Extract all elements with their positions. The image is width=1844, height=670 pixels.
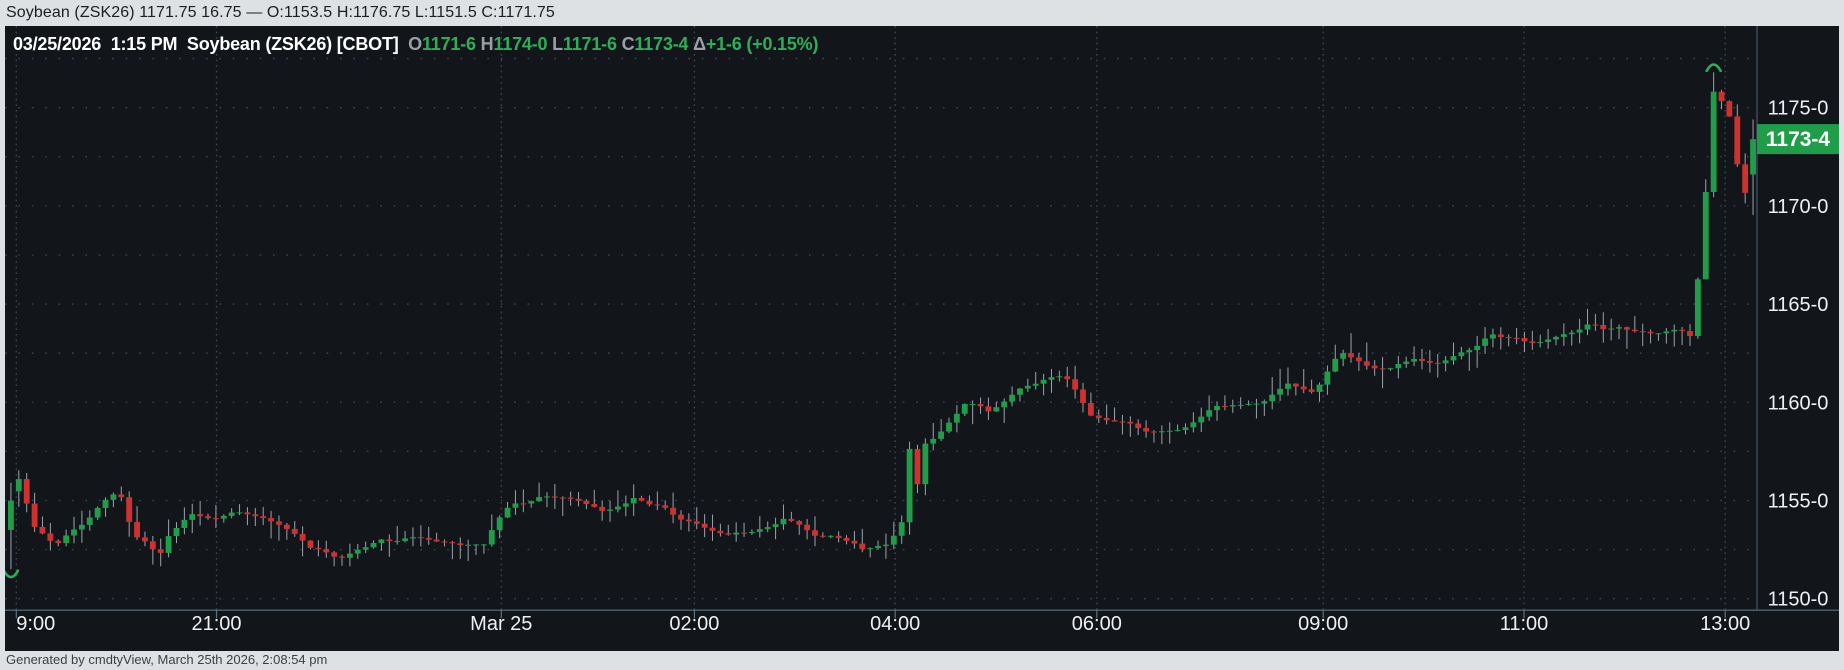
svg-text:1170-0: 1170-0 [1768, 196, 1829, 218]
svg-text:1165-0: 1165-0 [1768, 294, 1829, 316]
svg-text:1160-0: 1160-0 [1768, 392, 1829, 414]
svg-text:1150-0: 1150-0 [1768, 589, 1829, 611]
svg-text:21:00: 21:00 [191, 613, 241, 635]
svg-text:1155-0: 1155-0 [1768, 490, 1829, 512]
svg-text:13:00: 13:00 [1700, 613, 1750, 635]
svg-text:9:00: 9:00 [16, 613, 55, 635]
svg-text:1175-0: 1175-0 [1768, 98, 1829, 120]
svg-text:11:00: 11:00 [1500, 613, 1549, 635]
svg-text:1173-4: 1173-4 [1766, 128, 1831, 151]
svg-text:06:00: 06:00 [1072, 613, 1122, 635]
svg-text:Mar 25: Mar 25 [470, 613, 532, 635]
svg-text:02:00: 02:00 [669, 613, 719, 635]
svg-text:04:00: 04:00 [870, 613, 920, 635]
svg-text:09:00: 09:00 [1298, 613, 1348, 635]
